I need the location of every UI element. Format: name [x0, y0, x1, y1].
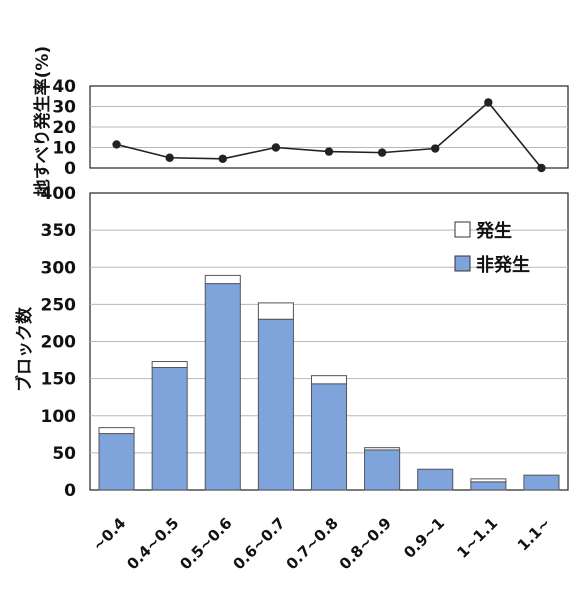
line-point-2	[219, 155, 227, 163]
bottom-y-tick-label-6: 300	[41, 258, 77, 278]
line-point-5	[378, 148, 386, 156]
top-y-tick-label-2: 20	[52, 118, 76, 138]
bar-occurrence-0	[99, 428, 134, 434]
top-y-tick-label-4: 40	[52, 77, 76, 97]
x-tick-label-7: 1~1.1	[453, 514, 501, 562]
line-point-6	[431, 144, 439, 152]
bar-occurrence-2	[205, 275, 240, 283]
line-point-4	[325, 147, 333, 155]
line-point-3	[272, 143, 280, 151]
top-y-axis-title: 地すべり発生率(%)	[32, 46, 53, 196]
bar-non-occurrence-8	[524, 475, 559, 490]
bottom-y-tick-label-3: 150	[41, 370, 77, 390]
bottom-y-tick-label-1: 50	[52, 444, 76, 464]
bar-occurrence-1	[152, 362, 187, 368]
bottom-y-tick-label-5: 250	[41, 295, 77, 315]
x-tick-label-6: 0.9~1	[400, 514, 448, 562]
bottom-y-tick-label-2: 100	[41, 407, 77, 427]
bar-occurrence-7	[471, 479, 506, 482]
bar-non-occurrence-6	[418, 469, 453, 490]
top-y-tick-label-3: 30	[52, 98, 76, 118]
bottom-y-tick-label-7: 350	[41, 221, 77, 241]
x-tick-label-5: 0.8~0.9	[336, 514, 395, 573]
legend-swatch-0	[455, 222, 470, 237]
bar-occurrence-4	[311, 376, 346, 384]
bottom-y-tick-label-0: 0	[64, 481, 76, 501]
bottom-y-tick-label-4: 200	[41, 333, 77, 353]
bar-non-occurrence-0	[99, 434, 134, 490]
legend-swatch-1	[455, 256, 470, 271]
line-point-1	[165, 154, 173, 162]
x-tick-label-1: 0.4~0.5	[123, 514, 182, 573]
bar-occurrence-5	[365, 448, 400, 450]
legend-label-0: 発生	[475, 220, 512, 242]
line-point-7	[484, 98, 492, 106]
x-tick-label-4: 0.7~0.8	[283, 514, 342, 573]
x-tick-label-8: 1.1~	[514, 514, 554, 554]
legend-label-1: 非発生	[476, 254, 530, 276]
top-y-tick-label-1: 10	[52, 139, 76, 159]
bar-non-occurrence-3	[258, 319, 293, 490]
bottom-y-tick-label-8: 400	[41, 184, 77, 204]
line-point-0	[112, 140, 120, 148]
x-tick-label-3: 0.6~0.7	[230, 514, 289, 573]
line-point-8	[537, 164, 545, 172]
bar-non-occurrence-7	[471, 482, 506, 490]
bottom-y-axis-title: ブロック数	[14, 306, 35, 392]
bar-non-occurrence-4	[311, 384, 346, 490]
bar-non-occurrence-5	[365, 450, 400, 490]
bar-non-occurrence-1	[152, 367, 187, 490]
x-tick-label-0: ~0.4	[89, 514, 129, 554]
bar-occurrence-3	[258, 303, 293, 319]
bar-non-occurrence-2	[205, 284, 240, 490]
top-y-tick-label-0: 0	[64, 159, 76, 179]
x-tick-label-2: 0.5~0.6	[176, 514, 235, 573]
